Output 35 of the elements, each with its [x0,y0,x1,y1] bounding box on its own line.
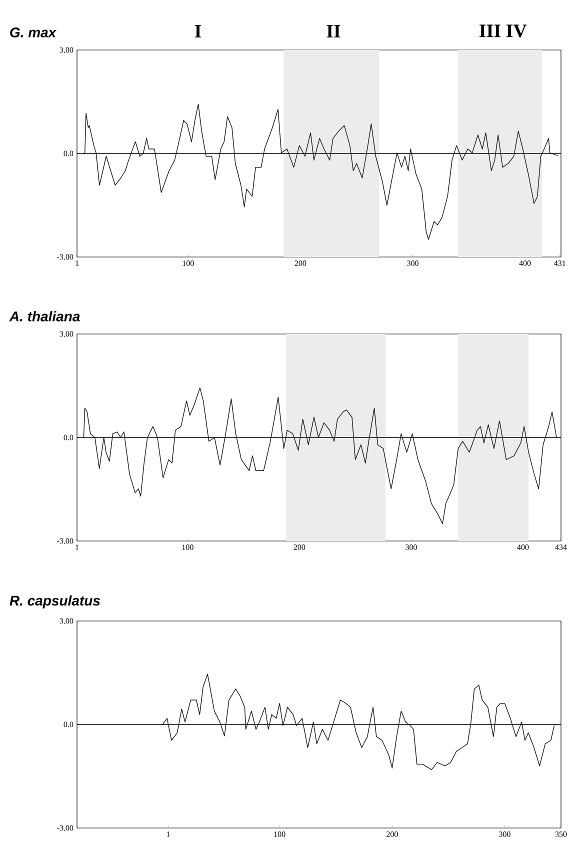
y-tick-label: 0.0 [64,150,74,156]
x-tick-label: 300 [407,260,418,266]
y-tick-label: -3.00 [57,538,74,544]
x-tick-label: 300 [499,832,510,837]
text: III IV [480,24,527,38]
x-tick-label: 1 [76,544,79,550]
y-tick-label: 3.00 [60,47,74,53]
x-tick-label: 200 [294,544,306,550]
line-series [162,674,555,770]
x-tick-label: 1 [76,260,79,266]
chart-title: A. thaliana [9,311,80,322]
x-tick-label: 350 [555,832,567,837]
line-series [83,387,557,524]
text: II [326,24,340,38]
chart-title: G. max [10,27,57,38]
x-tick-label: 1 [166,832,170,837]
x-tick-label: 200 [294,260,306,266]
chart-title: R. capsulatus [10,595,100,608]
x-tick-label: 431 [554,260,566,266]
x-tick-label: 100 [182,260,194,266]
y-tick-label: 0.0 [64,722,74,728]
x-tick-label: 434 [555,544,567,550]
y-tick-label: -3.00 [57,825,74,831]
x-tick-label: 100 [274,832,286,837]
x-tick-label: 200 [386,832,398,837]
text: I [194,24,202,38]
y-tick-label: 3.00 [60,618,74,624]
y-tick-label: 3.00 [60,331,74,337]
x-tick-label: 400 [519,260,531,266]
x-tick-label: 300 [406,544,417,550]
y-tick-label: 0.0 [64,434,74,440]
x-tick-label: 100 [182,544,194,550]
y-tick-label: -3.00 [57,254,74,260]
x-tick-label: 400 [517,544,529,550]
line-series [84,104,558,240]
